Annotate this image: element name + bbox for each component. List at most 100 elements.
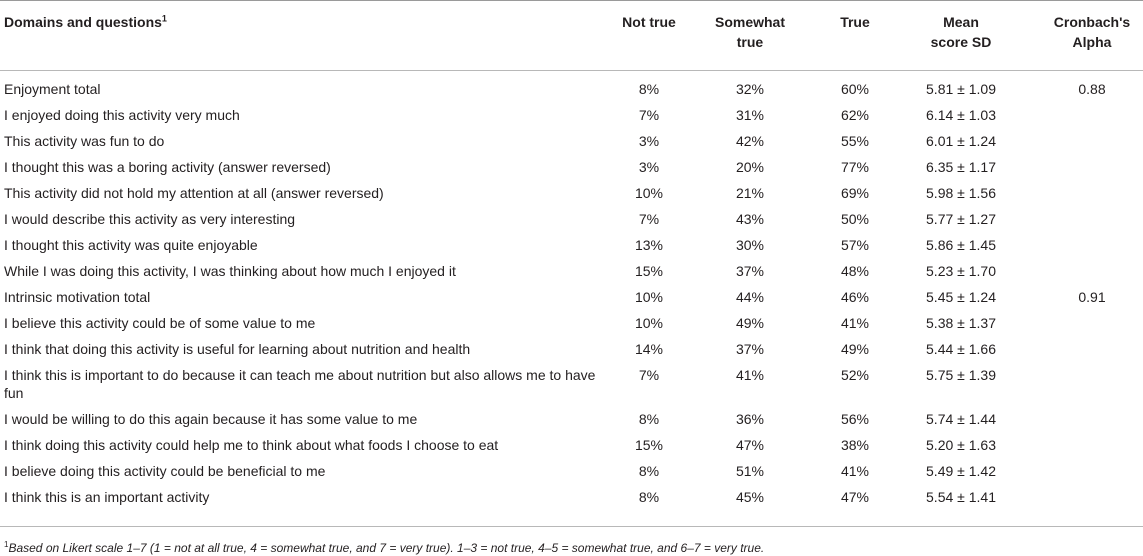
true-cell: 49% <box>840 341 870 357</box>
not-true-cell: 15% <box>634 263 664 279</box>
question-cell: I think this is important to do because … <box>4 367 596 401</box>
table-row: I enjoyed doing this activity very much 7… <box>0 102 1143 128</box>
table-bottom-rule <box>0 526 1143 527</box>
not-true-cell: 3% <box>638 159 660 175</box>
table-row: I thought this activity was quite enjoya… <box>0 232 1143 258</box>
table-body: Enjoyment total 8% 32% 60% 5.81 ± 1.09 0.88 I … <box>0 76 1143 510</box>
table-row: Enjoyment total 8% 32% 60% 5.81 ± 1.09 0.88 <box>0 76 1143 102</box>
header-question: Domains and questions1 <box>4 13 167 30</box>
header-true: True <box>840 14 870 30</box>
not-true-cell: 8% <box>638 489 660 505</box>
mean-score-cell: 5.77 ± 1.27 <box>926 211 996 227</box>
not-true-cell: 10% <box>634 185 664 201</box>
table-top-rule <box>0 0 1143 1</box>
table-row: I think doing this activity could help m… <box>0 432 1143 458</box>
true-cell: 69% <box>840 185 870 201</box>
not-true-cell: 8% <box>638 81 660 97</box>
somewhat-true-cell: 21% <box>735 185 765 201</box>
header-somewhat-true: Somewhat true <box>714 14 785 50</box>
not-true-cell: 7% <box>638 367 660 383</box>
somewhat-true-cell: 51% <box>735 463 765 479</box>
true-cell: 55% <box>840 133 870 149</box>
mean-score-cell: 5.54 ± 1.41 <box>926 489 996 505</box>
somewhat-true-cell: 47% <box>735 437 765 453</box>
header-mean-score: Mean score SD <box>930 14 992 50</box>
mean-score-cell: 5.75 ± 1.39 <box>926 367 996 383</box>
true-cell: 60% <box>840 81 870 97</box>
true-cell: 41% <box>840 315 870 331</box>
somewhat-true-cell: 41% <box>735 367 765 383</box>
true-cell: 56% <box>840 411 870 427</box>
somewhat-true-cell: 30% <box>735 237 765 253</box>
somewhat-true-cell: 36% <box>735 411 765 427</box>
question-cell: I would describe this activity as very i… <box>4 211 296 227</box>
somewhat-true-cell: 42% <box>735 133 765 149</box>
not-true-cell: 7% <box>638 107 660 123</box>
not-true-cell: 8% <box>638 463 660 479</box>
table-row: I thought this was a boring activity (an… <box>0 154 1143 180</box>
true-cell: 38% <box>840 437 870 453</box>
somewhat-true-cell: 31% <box>735 107 765 123</box>
question-cell: I think doing this activity could help m… <box>4 437 499 453</box>
table-row: I believe this activity could be of some… <box>0 310 1143 336</box>
not-true-cell: 10% <box>634 289 664 305</box>
mean-score-cell: 5.49 ± 1.42 <box>926 463 996 479</box>
true-cell: 52% <box>840 367 870 383</box>
mean-score-cell: 5.86 ± 1.45 <box>926 237 996 253</box>
question-cell: I believe this activity could be of some… <box>4 315 316 331</box>
true-cell: 50% <box>840 211 870 227</box>
true-cell: 47% <box>840 489 870 505</box>
somewhat-true-cell: 43% <box>735 211 765 227</box>
true-cell: 62% <box>840 107 870 123</box>
mean-score-cell: 5.98 ± 1.56 <box>926 185 996 201</box>
footnote: 1Based on Likert scale 1–7 (1 = not at a… <box>4 540 765 555</box>
table-row: I think this is an important activity 8% 4… <box>0 484 1143 510</box>
somewhat-true-cell: 37% <box>735 341 765 357</box>
header-not-true: Not true <box>622 14 676 30</box>
table-row: This activity was fun to do 3% 42% 55% 6.01 … <box>0 128 1143 154</box>
table-row: Intrinsic motivation total 10% 44% 46% 5.45 … <box>0 284 1143 310</box>
alpha-cell: 0.91 <box>1078 289 1106 305</box>
not-true-cell: 10% <box>634 315 664 331</box>
not-true-cell: 14% <box>634 341 664 357</box>
question-cell: I enjoyed doing this activity very much <box>4 107 240 123</box>
mean-score-cell: 6.35 ± 1.17 <box>926 159 996 175</box>
somewhat-true-cell: 49% <box>735 315 765 331</box>
table-row: This activity did not hold my attention … <box>0 180 1143 206</box>
somewhat-true-cell: 44% <box>735 289 765 305</box>
not-true-cell: 8% <box>638 411 660 427</box>
mean-score-cell: 6.01 ± 1.24 <box>926 133 996 149</box>
question-cell: Intrinsic motivation total <box>4 289 151 305</box>
somewhat-true-cell: 37% <box>735 263 765 279</box>
true-cell: 77% <box>840 159 870 175</box>
header-rule <box>0 70 1143 71</box>
question-cell: I think that doing this activity is usef… <box>4 341 471 357</box>
question-cell: I would be willing to do this again beca… <box>4 411 418 427</box>
table-row: I think this is important to do because … <box>0 362 1143 406</box>
true-cell: 48% <box>840 263 870 279</box>
somewhat-true-cell: 45% <box>735 489 765 505</box>
mean-score-cell: 5.20 ± 1.63 <box>926 437 996 453</box>
question-cell: I thought this activity was quite enjoya… <box>4 237 258 253</box>
question-cell: This activity did not hold my attention … <box>4 185 384 201</box>
header-cronbach-alpha: Cronbach's Alpha <box>1053 14 1131 50</box>
question-cell: I thought this was a boring activity (an… <box>4 159 331 175</box>
mean-score-cell: 6.14 ± 1.03 <box>926 107 996 123</box>
somewhat-true-cell: 32% <box>735 81 765 97</box>
not-true-cell: 13% <box>634 237 664 253</box>
table-row: While I was doing this activity, I was t… <box>0 258 1143 284</box>
mean-score-cell: 5.44 ± 1.66 <box>926 341 996 357</box>
alpha-cell: 0.88 <box>1078 81 1106 97</box>
table-header: Domains and questions1 Not true Somewhat… <box>0 0 1143 70</box>
true-cell: 46% <box>840 289 870 305</box>
mean-score-cell: 5.38 ± 1.37 <box>926 315 996 331</box>
mean-score-cell: 5.45 ± 1.24 <box>926 289 996 305</box>
mean-score-cell: 5.74 ± 1.44 <box>926 411 996 427</box>
true-cell: 41% <box>840 463 870 479</box>
table-row: I think that doing this activity is usef… <box>0 336 1143 362</box>
question-cell: While I was doing this activity, I was t… <box>4 263 456 279</box>
table-row: I would be willing to do this again beca… <box>0 406 1143 432</box>
question-cell: I think this is an important activity <box>4 489 210 505</box>
not-true-cell: 15% <box>634 437 664 453</box>
mean-score-cell: 5.81 ± 1.09 <box>926 81 996 97</box>
